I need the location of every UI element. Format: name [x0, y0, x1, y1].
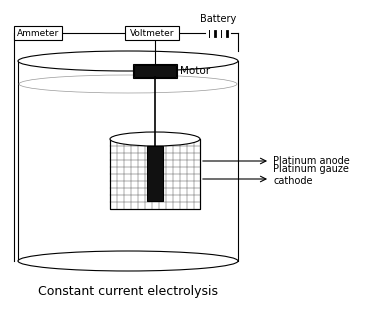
- Ellipse shape: [110, 132, 200, 146]
- Text: Constant current electrolysis: Constant current electrolysis: [38, 285, 218, 298]
- Text: Platinum anode: Platinum anode: [273, 156, 350, 166]
- Bar: [125, 26, 179, 40]
- Ellipse shape: [18, 51, 238, 71]
- Text: Battery: Battery: [200, 14, 236, 24]
- Bar: [110, 139, 200, 209]
- Ellipse shape: [18, 251, 238, 271]
- Text: Motor: Motor: [180, 66, 210, 76]
- Text: Platinum gauze
cathode: Platinum gauze cathode: [273, 164, 349, 186]
- Text: Ammeter: Ammeter: [17, 28, 59, 37]
- Text: Voltmeter: Voltmeter: [130, 28, 174, 37]
- Bar: [147, 146, 163, 201]
- Bar: [133, 64, 177, 78]
- Bar: [14, 26, 62, 40]
- Bar: [110, 139, 200, 209]
- Bar: [134, 65, 176, 77]
